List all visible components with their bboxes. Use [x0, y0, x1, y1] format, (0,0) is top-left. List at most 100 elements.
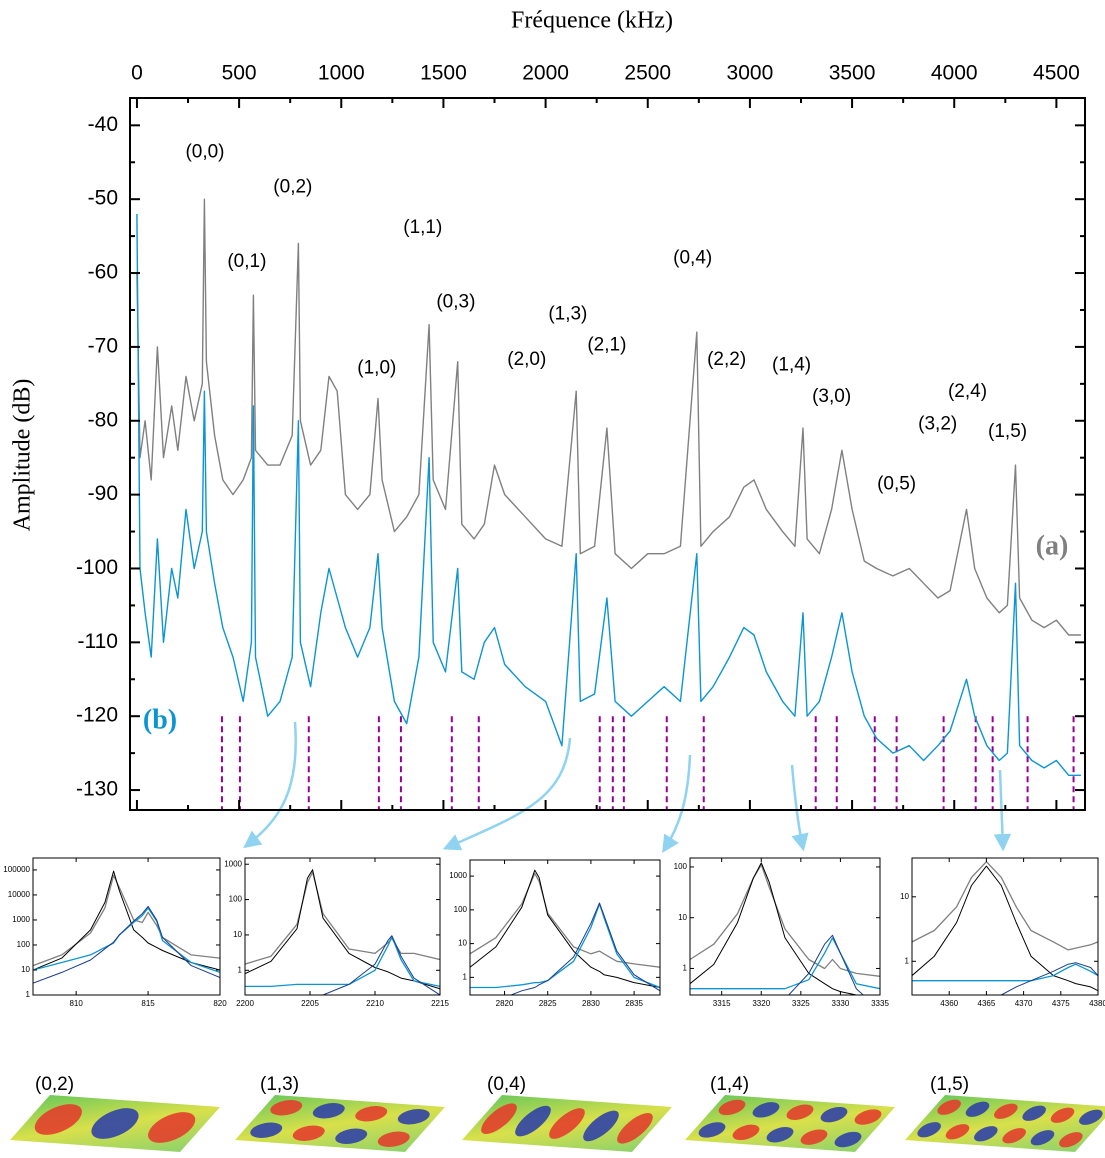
x-tick-label: 3500	[829, 62, 876, 85]
series-line	[245, 871, 440, 965]
lobe	[355, 1106, 388, 1122]
y-tick-label: 1000	[449, 871, 467, 880]
x-tick-label: 2820	[496, 999, 514, 1008]
x-tick-label: 2210	[366, 999, 384, 1008]
arrow	[442, 737, 572, 851]
y-axis-label: Amplitude (dB)	[10, 379, 36, 532]
x-tick-label: 815	[141, 999, 155, 1008]
y-tick-label: 10	[21, 965, 30, 974]
y-tick-label: 100	[17, 940, 31, 949]
x-tick-label: 3315	[713, 999, 731, 1008]
plot-area	[136, 198, 1081, 810]
mode-label: (3,2)	[918, 413, 957, 434]
plot-area	[33, 870, 220, 984]
series-line	[690, 864, 880, 977]
mode-label: (2,1)	[587, 334, 626, 355]
mode-label: (3,0)	[812, 386, 851, 407]
mode-label: (2,2)	[707, 349, 746, 370]
x-tick-label: 3330	[832, 999, 850, 1008]
x-tick-label: 3335	[871, 999, 889, 1008]
plot-frame	[469, 859, 661, 996]
plot-area	[912, 861, 1098, 995]
lobe	[718, 1099, 746, 1116]
x-tick-label: 2205	[301, 999, 319, 1008]
y-tick-label: 1	[238, 965, 243, 974]
lobe	[335, 1128, 368, 1144]
x-tick-label: 2500	[624, 62, 671, 85]
mode-label: (1,3)	[548, 303, 587, 324]
lobe	[148, 1112, 196, 1143]
x-tick-label: 2835	[625, 999, 643, 1008]
x-tick-label: 820	[213, 999, 227, 1008]
x-tick-label: 1000	[318, 62, 365, 85]
x-tick-label: 4000	[931, 62, 978, 85]
plot-frame	[689, 857, 881, 996]
y-tick-label: -40	[88, 113, 118, 136]
lobe	[752, 1102, 780, 1118]
x-tick-label: 4380	[1089, 999, 1105, 1008]
mode-label: (0,4)	[673, 247, 712, 268]
y-tick-label: -70	[88, 334, 118, 357]
y-tick-label: -130	[76, 778, 118, 801]
mode-label: (0,5)	[877, 473, 916, 494]
mode-label: (0,0)	[185, 142, 224, 163]
y-tick-label: 10	[678, 913, 687, 922]
shape-label: (1,4)	[710, 1074, 749, 1095]
mode-shape	[235, 1095, 445, 1152]
y-tick-label: 100000	[3, 865, 30, 874]
lobe	[698, 1122, 726, 1138]
arrow	[662, 754, 692, 853]
x-tick-label: 4370	[1015, 999, 1033, 1008]
lobe	[583, 1110, 619, 1142]
lobe	[820, 1106, 848, 1123]
y-tick-label: 10000	[8, 890, 31, 899]
x-tick-label: 2825	[539, 999, 557, 1008]
mode-label: (0,3)	[436, 292, 475, 313]
plot-frame	[911, 857, 1099, 996]
y-tick-label: 10	[900, 892, 909, 901]
series-line	[470, 872, 660, 968]
series-line	[999, 962, 1098, 995]
y-tick-label: 1	[26, 990, 31, 999]
y-tick-label: 100	[454, 905, 468, 914]
lobe	[854, 1109, 882, 1125]
x-tick-label: 4365	[978, 999, 996, 1008]
x-tick-label: 2215	[431, 999, 449, 1008]
x-tick-label: 3325	[792, 999, 810, 1008]
series-line	[788, 934, 864, 995]
series-line	[690, 937, 880, 990]
y-tick-label: 100	[229, 895, 243, 904]
x-tick-label: 500	[222, 62, 257, 85]
lobe	[312, 1103, 345, 1119]
lobe	[397, 1109, 430, 1125]
lobe	[515, 1105, 551, 1137]
lobe	[91, 1108, 139, 1139]
y-tick-label: 1	[683, 964, 688, 973]
lobe	[617, 1112, 653, 1144]
series-line	[136, 198, 1081, 636]
series-line	[470, 903, 660, 989]
plot-frame	[244, 857, 441, 996]
mode-shape	[685, 1095, 895, 1152]
mode-label: (0,1)	[227, 251, 266, 272]
x-tick-label: 2200	[236, 999, 254, 1008]
lobe	[292, 1125, 325, 1141]
plot-area	[690, 862, 880, 995]
series-line	[33, 907, 220, 974]
series-line	[470, 869, 660, 988]
series-line	[33, 870, 220, 971]
y-tick-label: 10	[458, 939, 467, 948]
y-tick-label: -100	[76, 556, 118, 579]
y-tick-label: -110	[78, 630, 118, 653]
mode-shape	[905, 1095, 1105, 1152]
plot-frame	[32, 857, 221, 996]
series-line	[245, 869, 440, 990]
mode-label: (1,0)	[357, 357, 396, 378]
y-tick-label: 1	[905, 956, 910, 965]
mode-label: (0,2)	[273, 176, 312, 197]
series-line	[912, 963, 1098, 982]
mode-label: (1,5)	[988, 421, 1027, 442]
series-line	[912, 865, 1098, 992]
lobe	[270, 1100, 303, 1116]
